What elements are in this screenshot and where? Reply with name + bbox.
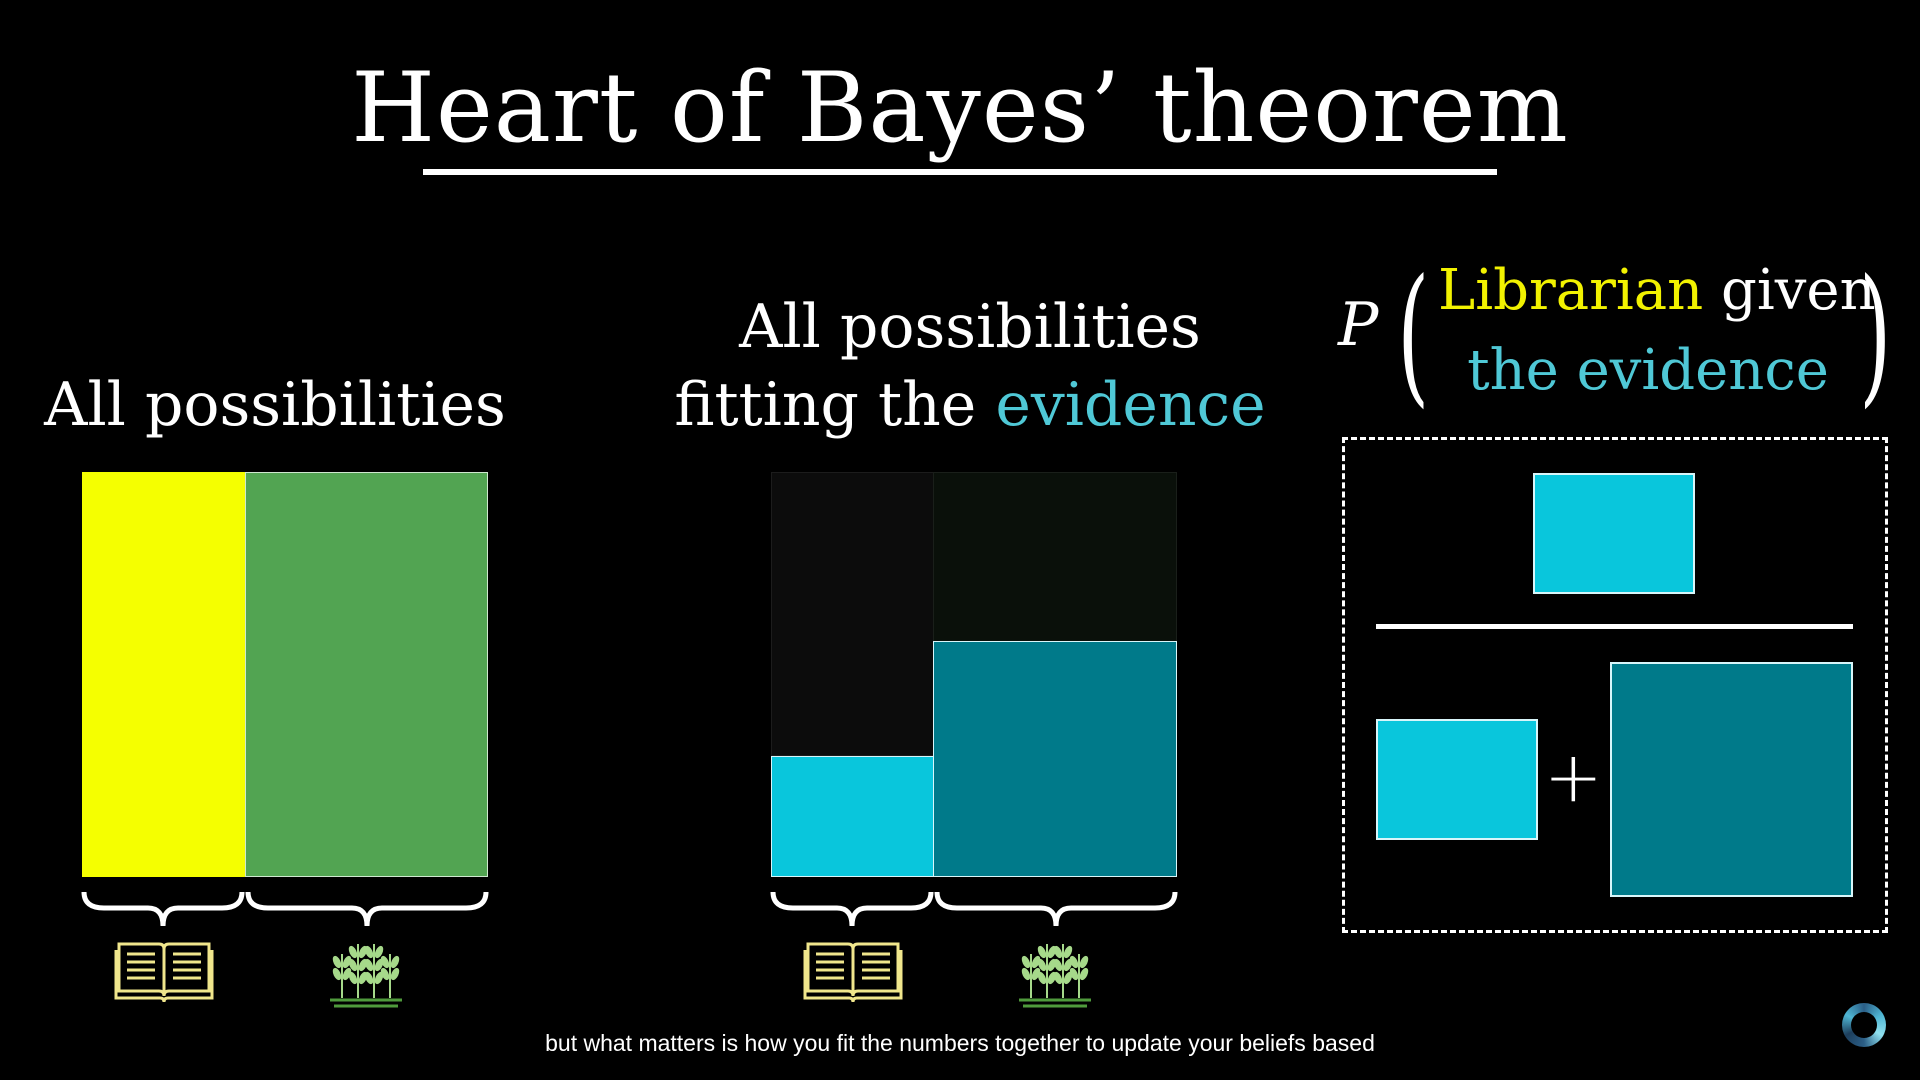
- fraction-bar: [1376, 624, 1853, 629]
- given-word: given: [1703, 258, 1876, 323]
- all-possibilities-label: All possibilities: [44, 370, 506, 440]
- fitting-evidence-prefix: fitting the: [674, 370, 996, 440]
- close-paren: ): [1859, 248, 1892, 422]
- farmer-region: [245, 472, 488, 877]
- page-title: Heart of Bayes’ theorem: [351, 52, 1569, 164]
- channel-logo-icon: [1842, 1003, 1886, 1047]
- book-icon: [114, 942, 214, 1003]
- wheat-icon: [330, 944, 402, 1008]
- subtitle-caption: but what matters is how you fit the numb…: [545, 1030, 1375, 1056]
- librarian-word: Librarian: [1438, 258, 1704, 323]
- librarian-given-label: Librarian given: [1438, 258, 1876, 324]
- evidence-word: evidence: [995, 370, 1266, 440]
- numerator-librarian-evidence: [1533, 473, 1695, 594]
- plus-sign: +: [1544, 736, 1603, 818]
- the-evidence-label: the evidence: [1467, 338, 1829, 403]
- fitting-evidence-line1: All possibilities: [739, 292, 1201, 362]
- brace-left-farmer: [245, 891, 489, 927]
- title-underline: [423, 169, 1497, 175]
- denominator-farmer-evidence: [1610, 662, 1853, 897]
- open-paren: (: [1397, 248, 1430, 422]
- denominator-librarian-evidence: [1376, 719, 1538, 840]
- p-symbol: P: [1338, 290, 1379, 360]
- dim-farmer-region: [933, 472, 1177, 642]
- book-icon: [803, 942, 903, 1003]
- farmer-evidence-region: [933, 641, 1177, 877]
- fitting-evidence-line2: fitting the evidence: [640, 366, 1300, 444]
- brace-mid-farmer: [934, 891, 1178, 927]
- librarian-evidence-region: [771, 756, 934, 877]
- librarian-region: [82, 472, 246, 877]
- fitting-evidence-label: All possibilities fitting the evidence: [640, 288, 1300, 444]
- wheat-icon: [1019, 944, 1091, 1008]
- brace-mid-librarian: [770, 891, 934, 927]
- brace-left-librarian: [81, 891, 245, 927]
- dim-librarian-region: [771, 472, 934, 756]
- fraction-box: [1342, 437, 1888, 933]
